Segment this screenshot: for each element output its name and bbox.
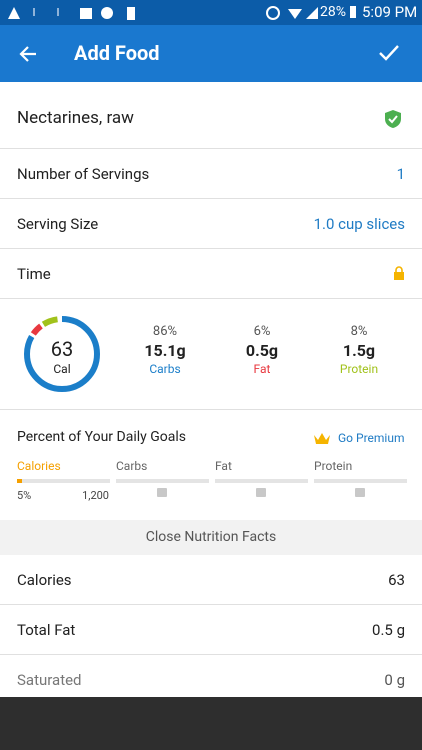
status-icons xyxy=(8,7,135,20)
status-bar: 28% 5:09 PM xyxy=(0,0,422,25)
goal-bar xyxy=(215,479,308,483)
nutrition-label: Total Fat xyxy=(17,621,76,639)
nutrition-value: 63 xyxy=(388,571,405,589)
row-label: Serving Size xyxy=(17,215,99,233)
goal-bar xyxy=(314,479,407,483)
nutrition-row: Saturated 0 g xyxy=(0,655,422,697)
macro-name: Fat xyxy=(253,362,271,376)
app-bar: Add Food xyxy=(0,25,422,82)
battery-icon xyxy=(350,6,356,18)
macro-amount: 0.5g xyxy=(245,341,279,360)
nutrition-row: Calories 63 xyxy=(0,555,422,605)
nutrition-value: 0 g xyxy=(384,671,405,689)
goal-column: Fat xyxy=(215,459,232,473)
verified-icon xyxy=(385,110,401,128)
calories-percent: 5% xyxy=(17,489,32,502)
lock-icon xyxy=(394,266,404,280)
macro-name: Carbs xyxy=(149,362,181,376)
goal-column: Carbs xyxy=(116,459,148,473)
clock: 5:09 PM xyxy=(362,3,418,21)
crown-icon xyxy=(314,433,330,444)
lock-icon xyxy=(355,488,365,497)
lock-icon xyxy=(157,488,167,497)
calories-progress xyxy=(17,479,22,483)
daily-goals: Percent of Your Daily Goals Go Premium C… xyxy=(0,409,422,520)
row-value: 1 xyxy=(396,165,405,183)
macro-amount: 15.1g xyxy=(144,341,186,360)
nutrition-row: Total Fat 0.5 g xyxy=(0,605,422,655)
macro-percent: 8% xyxy=(350,324,368,339)
row-value: 1.0 cup slices xyxy=(313,215,405,233)
goal-bar xyxy=(116,479,209,483)
calories: 63 xyxy=(50,337,74,361)
calories-unit: Cal xyxy=(53,362,71,376)
nutrition-value: 0.5 g xyxy=(372,621,405,639)
row-label: Number of Servings xyxy=(17,165,150,183)
serving-size-row[interactable]: Serving Size 1.0 cup slices xyxy=(0,198,422,249)
premium-link[interactable]: Go Premium xyxy=(338,431,405,445)
goal-column: Calories xyxy=(17,459,61,473)
lock-icon xyxy=(256,488,266,497)
nav-bar xyxy=(0,697,422,750)
goal-bar xyxy=(17,479,110,483)
confirm-button[interactable] xyxy=(378,43,400,63)
macro-percent: 86% xyxy=(152,324,178,339)
app-title: Add Food xyxy=(74,41,160,65)
servings-row[interactable]: Number of Servings 1 xyxy=(0,148,422,199)
back-button[interactable] xyxy=(18,44,38,64)
macro-name: Protein xyxy=(339,362,379,376)
status-icons-right xyxy=(266,6,318,20)
calories-goal: 1,200 xyxy=(82,489,109,502)
goals-title: Percent of Your Daily Goals xyxy=(17,429,186,445)
row-label: Time xyxy=(17,265,51,283)
battery: 28% xyxy=(320,4,346,20)
nutrition-label: Calories xyxy=(17,571,72,589)
macro-summary: 63 Cal 86% 15.1g Carbs 6% 0.5g Fat 8% 1.5g Prote… xyxy=(0,298,422,410)
macro-amount: 1.5g xyxy=(342,341,376,360)
food-name: Nectarines, raw xyxy=(17,108,134,128)
macro-percent: 6% xyxy=(253,324,271,339)
nutrition-label: Saturated xyxy=(17,671,82,689)
time-row[interactable]: Time xyxy=(0,248,422,299)
calorie-ring xyxy=(24,316,100,392)
food-row: Nectarines, raw xyxy=(0,82,422,149)
nutrition-toggle[interactable]: Close Nutrition Facts xyxy=(0,520,422,555)
goal-column: Protein xyxy=(314,459,353,473)
